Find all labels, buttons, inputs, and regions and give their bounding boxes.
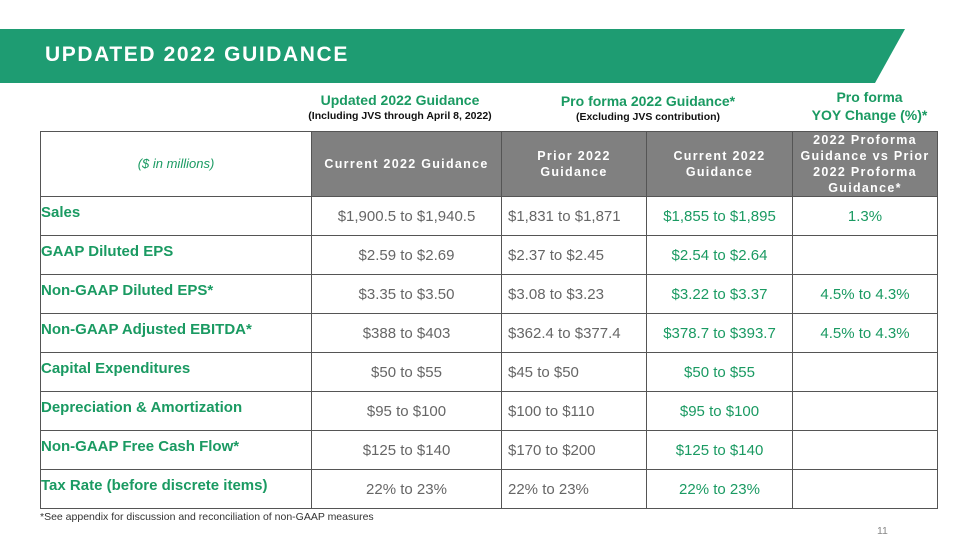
group-title: Pro forma 2022 Guidance* (560, 93, 736, 109)
table-cell: $3.08 to $3.23 (501, 274, 647, 314)
table-cell: $2.37 to $2.45 (501, 235, 647, 275)
row-label: Capital Expenditures (40, 352, 312, 392)
table-cell: $170 to $200 (501, 430, 647, 470)
table-cell: $2.54 to $2.64 (646, 235, 793, 275)
table-cell: $1,831 to $1,871 (501, 196, 647, 236)
table-cell: $3.22 to $3.37 (646, 274, 793, 314)
row-label: GAAP Diluted EPS (40, 235, 312, 275)
table-cell: $50 to $55 (646, 352, 793, 392)
table-cell: 4.5% to 4.3% (792, 274, 938, 314)
table-cell: $95 to $100 (311, 391, 502, 431)
group-title: YOY Change (%)* (811, 107, 928, 123)
row-label: Non-GAAP Free Cash Flow* (40, 430, 312, 470)
table-cell: 1.3% (792, 196, 938, 236)
row-label: Tax Rate (before discrete items) (40, 469, 312, 509)
table-row: GAAP Diluted EPS $2.59 to $2.69 $2.37 to $… (40, 235, 938, 275)
header-cell: ($ in millions) (40, 131, 312, 197)
group-header: Pro forma 2022 Guidance* (Excluding JVS … (540, 93, 756, 123)
table-cell: $95 to $100 (646, 391, 793, 431)
table-row: Non-GAAP Diluted EPS* $3.35 to $3.50 $3.08… (40, 274, 938, 314)
table-cell (792, 469, 938, 509)
table-cell: $2.59 to $2.69 (311, 235, 502, 275)
table-cell: $362.4 to $377.4 (501, 313, 647, 353)
row-label: Depreciation & Amortization (40, 391, 312, 431)
row-label: Non-GAAP Diluted EPS* (40, 274, 312, 314)
table-cell: 22% to 23% (501, 469, 647, 509)
header-cell: Current 2022 Guidance (311, 131, 502, 197)
table-cell: $125 to $140 (646, 430, 793, 470)
header-cell: 2022 Proforma Guidance vs Prior 2022 Pro… (792, 131, 938, 197)
table-cell (792, 352, 938, 392)
table-cell (792, 235, 938, 275)
table-cell (792, 391, 938, 431)
group-subtitle: (Including JVS through April 8, 2022) (308, 110, 492, 122)
table-row: Depreciation & Amortization $95 to $100 $1… (40, 391, 938, 431)
footnote: *See appendix for discussion and reconci… (40, 511, 374, 523)
group-title: Updated 2022 Guidance (320, 92, 480, 108)
row-label: Sales (40, 196, 312, 236)
table-row: Tax Rate (before discrete items) 22% to 2… (40, 469, 938, 509)
table-cell: 4.5% to 4.3% (792, 313, 938, 353)
table-cell (792, 430, 938, 470)
group-header: Pro forma YOY Change (%)* (792, 88, 947, 124)
table-cell: $3.35 to $3.50 (311, 274, 502, 314)
page-number: 11 (877, 525, 888, 537)
table-cell: 22% to 23% (311, 469, 502, 509)
table-cell: $45 to $50 (501, 352, 647, 392)
table-cell: $50 to $55 (311, 352, 502, 392)
table-cell: $378.7 to $393.7 (646, 313, 793, 353)
table-cell: 22% to 23% (646, 469, 793, 509)
row-label: Non-GAAP Adjusted EBITDA* (40, 313, 312, 353)
guidance-table: ($ in millions) Current 2022 Guidance Prio… (40, 131, 938, 509)
group-subtitle: (Excluding JVS contribution) (575, 111, 721, 123)
header-cell: Prior 2022 Guidance (501, 131, 647, 197)
table-cell: $100 to $110 (501, 391, 647, 431)
table-row: Non-GAAP Adjusted EBITDA* $388 to $403 $36… (40, 313, 938, 353)
header-row: ($ in millions) Current 2022 Guidance Prio… (40, 131, 938, 197)
table-cell: $388 to $403 (311, 313, 502, 353)
header-cell: Current 2022 Guidance (646, 131, 793, 197)
table-cell: $1,900.5 to $1,940.5 (311, 196, 502, 236)
group-title: Pro forma (836, 89, 903, 105)
table-cell: $125 to $140 (311, 430, 502, 470)
title-banner (0, 29, 905, 83)
table-row: Non-GAAP Free Cash Flow* $125 to $140 $170… (40, 430, 938, 470)
table-cell: $1,855 to $1,895 (646, 196, 793, 236)
table-row: Capital Expenditures $50 to $55 $45 to $50… (40, 352, 938, 392)
group-header: Updated 2022 Guidance (Including JVS thr… (300, 92, 500, 122)
slide-title: UPDATED 2022 GUIDANCE (45, 43, 349, 66)
table-row: Sales $1,900.5 to $1,940.5 $1,831 to $1,87… (40, 196, 938, 236)
